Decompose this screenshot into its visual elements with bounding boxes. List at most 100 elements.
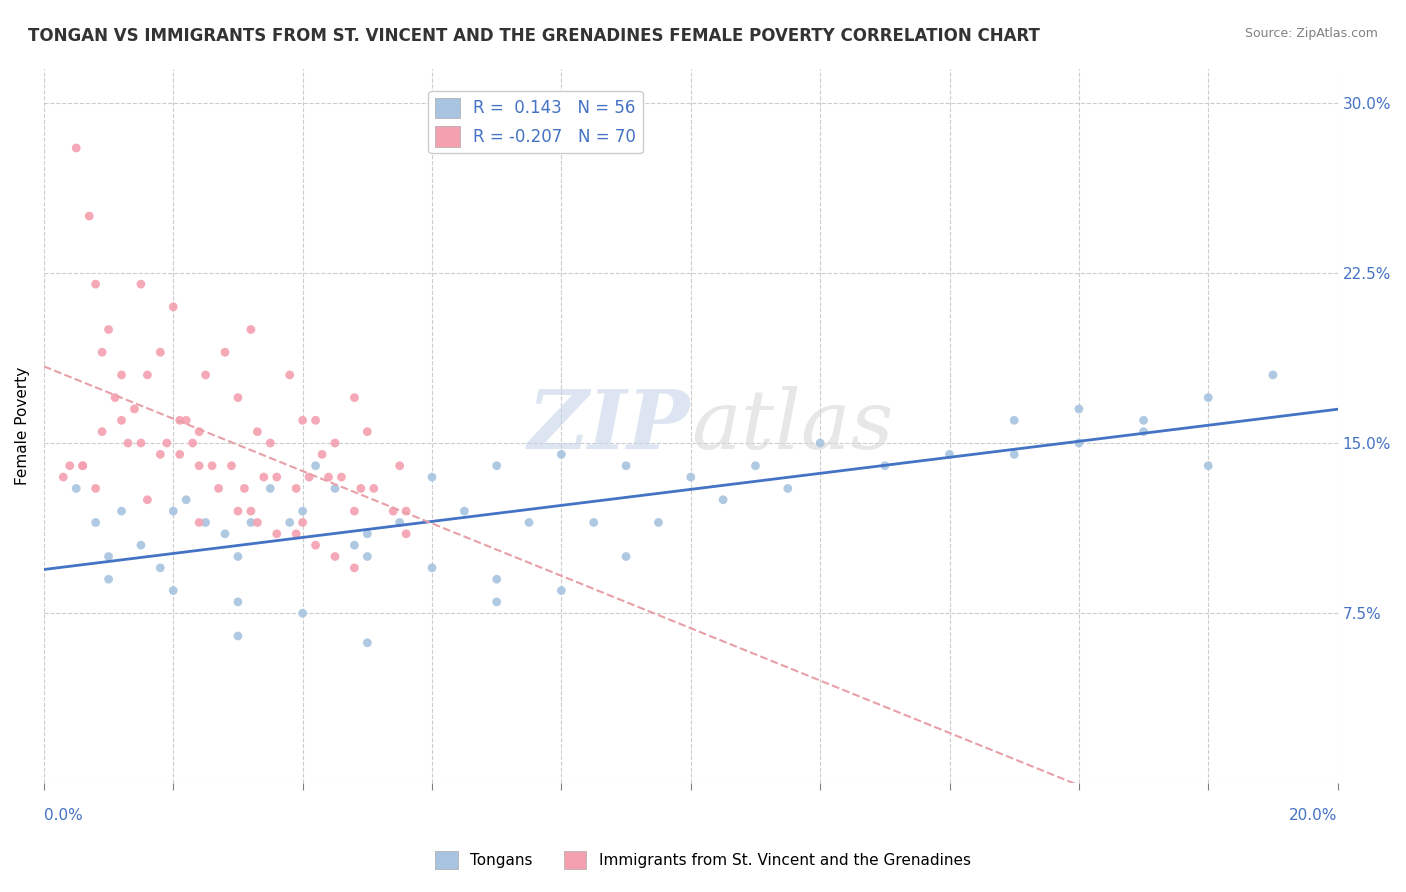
Point	[550, 447, 572, 461]
Point	[343, 538, 366, 552]
Point	[323, 436, 346, 450]
Point	[323, 482, 346, 496]
Point	[291, 516, 314, 530]
Point	[291, 413, 314, 427]
Point	[246, 516, 269, 530]
Point	[97, 549, 120, 564]
Point	[679, 470, 702, 484]
Point	[395, 526, 418, 541]
Text: ZIP: ZIP	[529, 386, 690, 466]
Point	[1197, 458, 1219, 473]
Point	[136, 368, 159, 382]
Point	[246, 425, 269, 439]
Legend: Tongans, Immigrants from St. Vincent and the Grenadines: Tongans, Immigrants from St. Vincent and…	[429, 845, 977, 875]
Point	[291, 607, 314, 621]
Point	[395, 504, 418, 518]
Point	[420, 561, 443, 575]
Point	[304, 413, 326, 427]
Point	[110, 368, 132, 382]
Point	[1132, 425, 1154, 439]
Point	[129, 538, 152, 552]
Y-axis label: Female Poverty: Female Poverty	[15, 367, 30, 485]
Point	[311, 447, 333, 461]
Point	[162, 583, 184, 598]
Point	[233, 482, 256, 496]
Point	[110, 413, 132, 427]
Point	[259, 482, 281, 496]
Point	[65, 141, 87, 155]
Point	[214, 345, 236, 359]
Text: 0.0%: 0.0%	[44, 808, 83, 823]
Point	[226, 549, 249, 564]
Point	[65, 482, 87, 496]
Point	[278, 368, 301, 382]
Point	[174, 492, 197, 507]
Point	[226, 391, 249, 405]
Point	[97, 322, 120, 336]
Point	[226, 504, 249, 518]
Point	[129, 436, 152, 450]
Point	[136, 492, 159, 507]
Point	[84, 516, 107, 530]
Point	[149, 447, 172, 461]
Point	[356, 526, 378, 541]
Point	[59, 458, 82, 473]
Point	[194, 516, 217, 530]
Point	[174, 413, 197, 427]
Point	[181, 436, 204, 450]
Point	[550, 583, 572, 598]
Point	[129, 277, 152, 292]
Point	[1197, 391, 1219, 405]
Point	[873, 458, 896, 473]
Legend: R =  0.143   N = 56, R = -0.207   N = 70: R = 0.143 N = 56, R = -0.207 N = 70	[429, 91, 643, 153]
Point	[221, 458, 243, 473]
Point	[84, 482, 107, 496]
Point	[330, 470, 353, 484]
Point	[304, 538, 326, 552]
Point	[343, 391, 366, 405]
Point	[239, 516, 262, 530]
Point	[304, 458, 326, 473]
Point	[104, 391, 127, 405]
Point	[278, 516, 301, 530]
Point	[776, 482, 799, 496]
Point	[253, 470, 276, 484]
Point	[318, 470, 340, 484]
Point	[1261, 368, 1284, 382]
Point	[356, 636, 378, 650]
Point	[363, 482, 385, 496]
Point	[201, 458, 224, 473]
Point	[266, 470, 288, 484]
Text: 20.0%: 20.0%	[1289, 808, 1337, 823]
Point	[239, 322, 262, 336]
Point	[194, 368, 217, 382]
Point	[162, 504, 184, 518]
Point	[517, 516, 540, 530]
Point	[124, 401, 146, 416]
Point	[52, 470, 75, 484]
Point	[285, 482, 308, 496]
Point	[188, 458, 211, 473]
Point	[938, 447, 960, 461]
Point	[350, 482, 373, 496]
Point	[188, 516, 211, 530]
Point	[117, 436, 139, 450]
Point	[356, 425, 378, 439]
Point	[259, 436, 281, 450]
Point	[188, 425, 211, 439]
Point	[1067, 401, 1090, 416]
Point	[162, 300, 184, 314]
Point	[388, 458, 411, 473]
Point	[1132, 413, 1154, 427]
Point	[744, 458, 766, 473]
Point	[382, 504, 405, 518]
Point	[97, 572, 120, 586]
Text: TONGAN VS IMMIGRANTS FROM ST. VINCENT AND THE GRENADINES FEMALE POVERTY CORRELAT: TONGAN VS IMMIGRANTS FROM ST. VINCENT AN…	[28, 27, 1040, 45]
Point	[207, 482, 229, 496]
Point	[285, 526, 308, 541]
Point	[239, 504, 262, 518]
Text: atlas: atlas	[690, 386, 893, 466]
Point	[110, 504, 132, 518]
Point	[291, 504, 314, 518]
Point	[485, 595, 508, 609]
